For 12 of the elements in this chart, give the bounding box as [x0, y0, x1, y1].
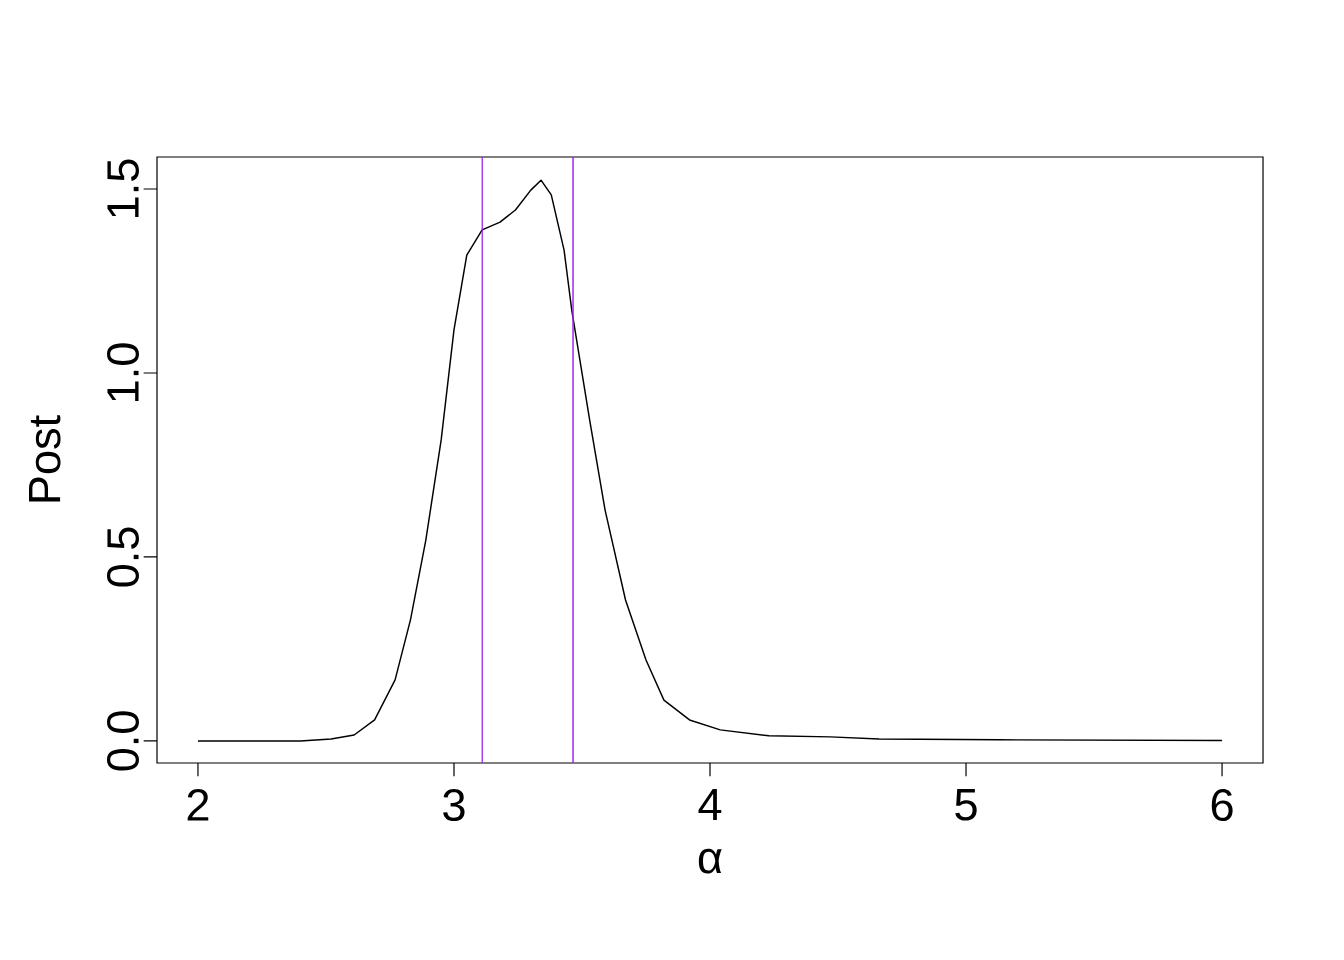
- y-tick-label: 1.5: [107, 159, 139, 217]
- y-tick-label: 0.5: [106, 527, 139, 587]
- x-tick-label: 4: [698, 789, 722, 821]
- x-tick-label: 5: [955, 789, 977, 821]
- x-tick-label: 6: [1211, 789, 1233, 821]
- y-tick-label: 1.0: [106, 343, 139, 401]
- y-tick-label: 0.0: [106, 711, 139, 771]
- x-tick-label: 3: [443, 789, 465, 821]
- y-axis-title: Post: [29, 415, 61, 502]
- x-axis-title: α: [698, 848, 722, 874]
- line-series: [197, 179, 1223, 742]
- x-tick-label: 2: [187, 789, 209, 821]
